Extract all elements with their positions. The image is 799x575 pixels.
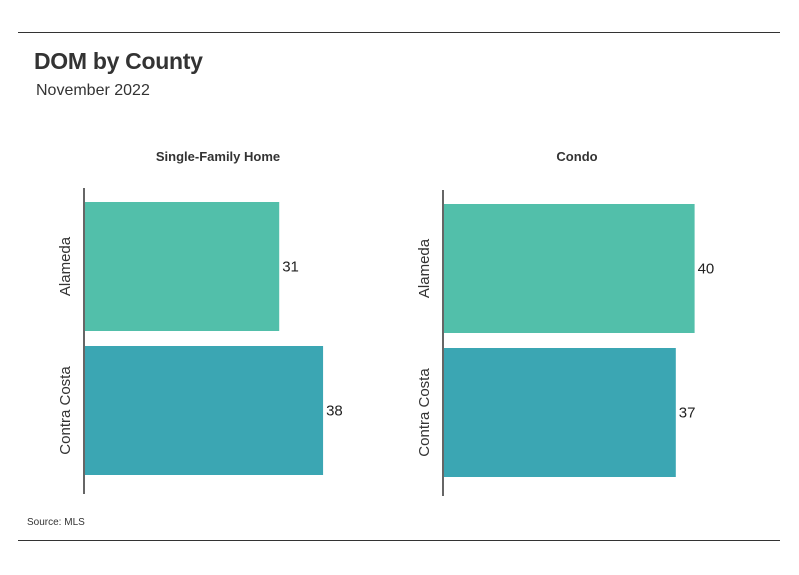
category-label-single-family-alameda: Alameda: [57, 236, 74, 296]
panel-title-single-family-home: Single-Family Home: [156, 149, 280, 164]
bar-condo-contra-costa: [444, 348, 676, 477]
source-note: Source: MLS: [27, 517, 85, 528]
value-label-condo-contra-costa: 37: [679, 405, 696, 422]
category-label-condo-alameda: Alameda: [416, 238, 433, 298]
bottom-rule: [18, 540, 780, 541]
category-label-condo-contra-costa: Contra Costa: [416, 368, 433, 457]
bar-single-family-contra-costa: [85, 346, 324, 475]
chart-subtitle: November 2022: [36, 82, 150, 99]
top-rule: [18, 32, 780, 33]
value-label-single-family-contra-costa: 38: [326, 403, 343, 420]
bar-condo-alameda: [444, 204, 695, 333]
panel-condo: Condo 40 37 Alameda Contra Costa: [416, 149, 714, 496]
category-label-single-family-contra-costa: Contra Costa: [57, 366, 74, 455]
chart-title: DOM by County: [34, 48, 203, 74]
bar-single-family-alameda: [85, 202, 280, 331]
panel-single-family-home: Single-Family Home 31 38 Alameda Contra …: [57, 149, 343, 494]
panel-title-condo: Condo: [556, 149, 597, 164]
value-label-condo-alameda: 40: [698, 261, 715, 278]
value-label-single-family-alameda: 31: [282, 259, 299, 276]
